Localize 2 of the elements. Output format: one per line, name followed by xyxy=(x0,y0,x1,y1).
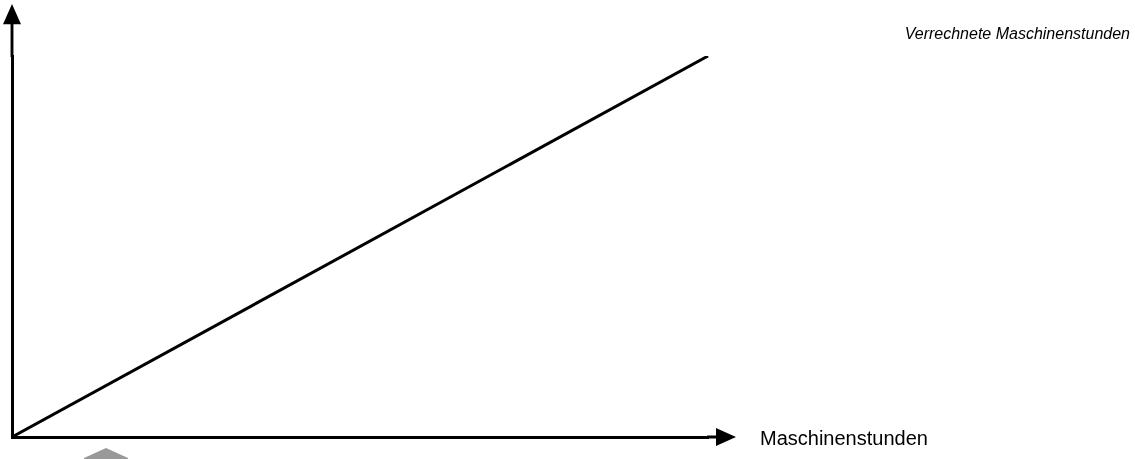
text: Verrechnete Maschinenstunden xyxy=(904,25,1131,43)
x-axis-title: Maschinenstunden xyxy=(760,426,928,449)
